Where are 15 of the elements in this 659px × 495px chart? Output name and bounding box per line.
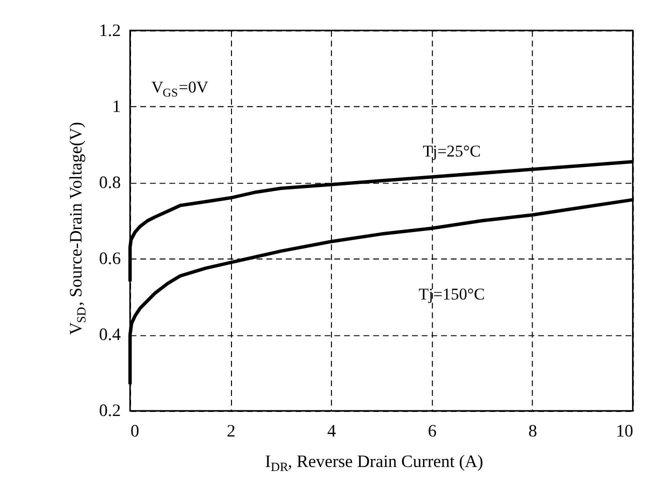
x-tick-label: 8 [528,420,538,441]
y-tick-label: 0.4 [99,324,122,344]
x-tick-label: 10 [616,420,634,441]
y-tick-label: 1 [112,96,121,116]
x-tick-label: 2 [226,420,236,441]
x-tick-label: 4 [327,420,336,441]
annotation: Tj=25°C [422,142,481,161]
y-tick-label: 0.6 [99,248,122,268]
annotation: Tj=150°C [418,284,485,304]
y-tick-label: 0.2 [99,400,121,420]
y-tick-label: 0.8 [99,172,122,192]
y-axis-title: VSD, Source-Drain Voltage(V) [66,122,88,335]
x-tick-label: 0 [130,420,140,441]
x-tick-label: 6 [428,420,437,441]
y-tick-label: 1.2 [99,20,121,40]
